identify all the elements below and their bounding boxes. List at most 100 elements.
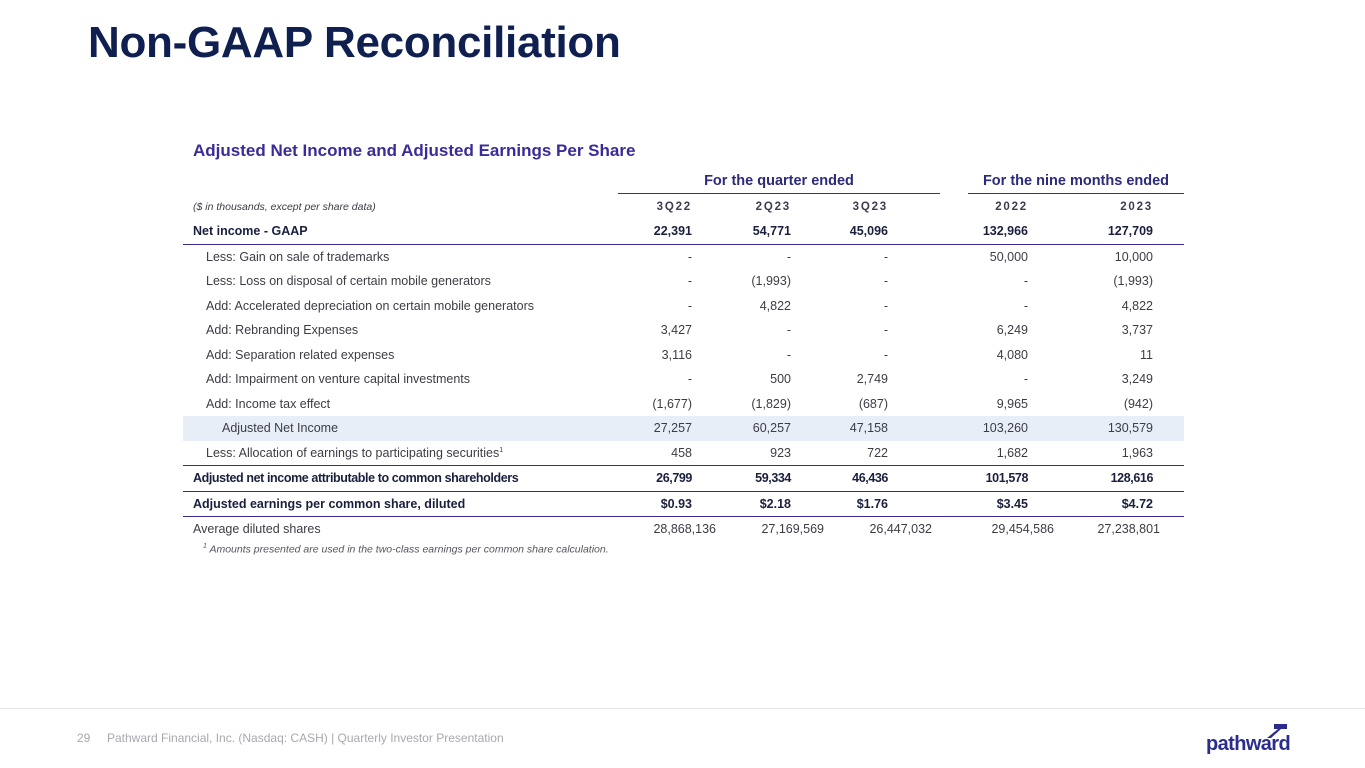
cell: 101,578	[942, 465, 1076, 492]
cell: -	[1023, 372, 1028, 387]
cell: -	[883, 274, 888, 289]
table-row: Add: Accelerated depreciation on certain…	[183, 294, 1184, 319]
cell: $4.72	[1076, 491, 1184, 517]
table-row: Less: Allocation of earnings to particip…	[183, 440, 1184, 466]
row-label: Less: Allocation of earnings to particip…	[183, 440, 618, 466]
table-row-adjusted-eps: Adjusted earnings per common share, dilu…	[183, 491, 1184, 517]
cell: 54,771	[726, 219, 834, 245]
cell: (687)	[858, 396, 888, 411]
cell: 47,158	[834, 416, 942, 441]
row-label-text: Less: Allocation of earnings to particip…	[206, 445, 500, 460]
cell: (1,993)	[1113, 274, 1153, 289]
cell: -	[687, 372, 692, 387]
cell: -	[786, 323, 791, 338]
quarter-group-underline	[618, 193, 940, 194]
row-label: Average diluted shares	[193, 522, 321, 537]
cell: 28,868,136	[653, 522, 716, 537]
cell: 1,963	[1076, 440, 1184, 466]
row-label: Net income - GAAP	[183, 219, 618, 245]
cell: 3,249	[1121, 372, 1153, 387]
row-label: Add: Separation related expenses	[206, 347, 395, 362]
cell: 50,000	[989, 249, 1028, 264]
table-row: Add: Income tax effect (1,677) (1,829) (…	[183, 392, 1184, 417]
logo-wordmark: pathward	[1206, 733, 1291, 755]
column-header: 3Q22	[656, 201, 692, 213]
cell: 6,249	[996, 323, 1028, 338]
cell: 4,080	[996, 347, 1028, 362]
nine-months-group-underline	[968, 193, 1184, 194]
table-title: Adjusted Net Income and Adjusted Earning…	[193, 141, 636, 160]
cell: 128,616	[1076, 465, 1184, 492]
cell: 26,447,032	[869, 522, 932, 537]
cell: 22,391	[618, 219, 726, 245]
cell: 127,709	[1076, 219, 1184, 245]
cell: (1,677)	[652, 396, 692, 411]
cell: -	[687, 249, 692, 264]
cell: 103,260	[942, 416, 1076, 441]
cell: 722	[834, 440, 942, 466]
cell: 132,966	[942, 219, 1076, 245]
cell: 3,737	[1121, 323, 1153, 338]
quarter-group-header: For the quarter ended	[704, 173, 854, 189]
cell: $1.76	[834, 491, 942, 517]
cell: $0.93	[618, 491, 726, 517]
column-header: 2022	[995, 201, 1028, 213]
row-label: Less: Gain on sale of trademarks	[206, 249, 390, 264]
cell: 923	[726, 440, 834, 466]
table-row-adjusted-net-income: Adjusted Net Income 27,257 60,257 47,158…	[183, 416, 1184, 441]
table-row-average-diluted-shares: Average diluted shares 28,868,136 27,169…	[183, 517, 1184, 542]
cell: -	[786, 249, 791, 264]
cell: $2.18	[726, 491, 834, 517]
page-number: 29	[77, 731, 91, 745]
table-row-adjusted-net-income-common: Adjusted net income attributable to comm…	[183, 465, 1184, 492]
cell: -	[687, 298, 692, 313]
cell: 130,579	[1076, 416, 1184, 441]
row-label: Adjusted Net Income	[183, 416, 618, 441]
row-label: Add: Rebranding Expenses	[206, 323, 359, 338]
cell: 29,454,586	[991, 522, 1054, 537]
cell: 10,000	[1114, 249, 1153, 264]
cell: -	[1023, 274, 1028, 289]
footnote-marker: 1	[499, 446, 504, 454]
cell: 4,822	[759, 298, 791, 313]
cell: -	[1023, 298, 1028, 313]
footnote-text: Amounts presented are used in the two-cl…	[209, 543, 609, 556]
cell: 4,822	[1121, 298, 1153, 313]
table-row: Add: Impairment on venture capital inves…	[183, 367, 1184, 392]
cell: $3.45	[942, 491, 1076, 517]
row-label: Add: Income tax effect	[206, 396, 331, 411]
column-header: 2023	[1120, 201, 1153, 213]
logo-arrow-icon	[1267, 724, 1287, 738]
cell: 2,749	[856, 372, 888, 387]
footer-divider	[0, 708, 1365, 709]
page-title: Non-GAAP Reconciliation	[88, 18, 621, 67]
nine-months-group-header: For the nine months ended	[982, 173, 1170, 189]
cell: 27,238,801	[1097, 522, 1160, 537]
cell: 458	[618, 440, 726, 466]
cell: (942)	[1123, 396, 1153, 411]
cell: (1,993)	[751, 274, 791, 289]
cell: 59,334	[726, 465, 834, 492]
cell: -	[883, 298, 888, 313]
row-label: Adjusted net income attributable to comm…	[183, 465, 618, 492]
footnote: 1 Amounts presented are used in the two-…	[203, 543, 609, 556]
cell: -	[883, 323, 888, 338]
footnote-marker: 1	[203, 543, 207, 550]
cell: 500	[770, 372, 791, 387]
cell: -	[883, 347, 888, 362]
table-row: Less: Loss on disposal of certain mobile…	[183, 269, 1184, 294]
cell: 3,116	[661, 347, 692, 362]
cell: 27,169,569	[761, 522, 824, 537]
table-row: Add: Rebranding Expenses 3,427 - - 6,249…	[183, 318, 1184, 343]
cell: 9,965	[996, 396, 1028, 411]
cell: 60,257	[726, 416, 834, 441]
row-label: Adjusted earnings per common share, dilu…	[183, 491, 618, 517]
cell: -	[687, 274, 692, 289]
table-row: Less: Gain on sale of trademarks - - - 5…	[183, 244, 1184, 269]
column-header: 2Q23	[755, 201, 791, 213]
cell: -	[883, 249, 888, 264]
row-label: Add: Impairment on venture capital inves…	[206, 372, 471, 387]
pathward-logo: pathward	[1206, 724, 1291, 756]
cell: 27,257	[618, 416, 726, 441]
table-row-net-income-gaap: Net income - GAAP 22,391 54,771 45,096 1…	[183, 219, 1184, 245]
